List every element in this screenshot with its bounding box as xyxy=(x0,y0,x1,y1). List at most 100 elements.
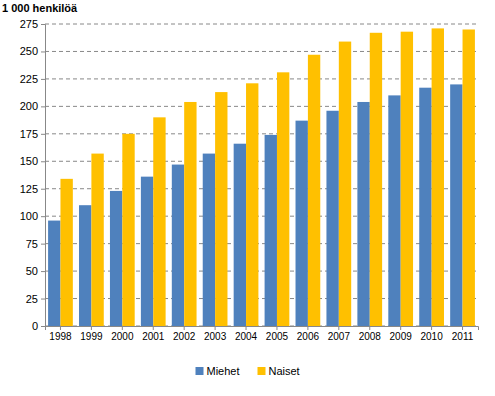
tick-mark xyxy=(122,326,123,330)
bar xyxy=(370,33,382,326)
bar xyxy=(326,111,338,326)
tick-label: 2002 xyxy=(173,331,196,342)
tick-label: 250 xyxy=(20,45,38,57)
tick: 2005 xyxy=(266,326,289,342)
tick: 2002 xyxy=(173,326,196,342)
tick: 1999 xyxy=(80,326,103,342)
axis-line xyxy=(41,25,46,327)
bar xyxy=(432,28,444,326)
x-axis: 1998 1999 2000 2001 2002 2003 2004 2005 2006 2007… xyxy=(46,326,479,342)
tick: 2003 xyxy=(204,326,227,342)
bar xyxy=(296,121,308,326)
bar xyxy=(79,205,91,326)
tick: 250 xyxy=(20,45,45,57)
tick: 25 xyxy=(26,293,45,305)
tick: 2011 xyxy=(452,326,474,342)
tick: 1998 xyxy=(49,326,72,342)
tick-mark xyxy=(246,326,247,330)
bar xyxy=(215,92,227,326)
tick-mark xyxy=(215,326,216,330)
tick-label: 2001 xyxy=(142,331,165,342)
tick-label: 2004 xyxy=(235,331,258,342)
legend-swatch xyxy=(258,367,266,375)
tick-label: 2011 xyxy=(452,331,474,342)
bar xyxy=(141,177,153,326)
tick-label: 125 xyxy=(20,183,38,195)
bar xyxy=(401,32,413,326)
tick-mark xyxy=(91,326,92,330)
tick: 50 xyxy=(26,265,45,277)
bar xyxy=(153,117,165,326)
bar xyxy=(246,83,258,326)
tick: 2008 xyxy=(359,326,382,342)
bar xyxy=(60,179,72,326)
tick-mark xyxy=(41,244,45,245)
tick-label: 2000 xyxy=(111,331,134,342)
tick: 2006 xyxy=(297,326,320,342)
tick-label: 0 xyxy=(32,320,38,332)
tick: 2009 xyxy=(390,326,413,342)
bar xyxy=(184,102,196,326)
legend-swatch xyxy=(196,367,204,375)
tick-label: 2010 xyxy=(420,331,443,342)
plot: 0255075100125150175200225250275199819992… xyxy=(20,18,479,342)
tick: 225 xyxy=(20,73,45,85)
bar xyxy=(110,191,122,326)
bar xyxy=(203,154,215,326)
bar xyxy=(339,42,351,326)
tick: 2000 xyxy=(111,326,134,342)
tick-mark xyxy=(41,106,45,107)
chart: 0255075100125150175200225250275199819992… xyxy=(0,0,495,396)
tick-mark xyxy=(276,326,277,330)
tick: 2010 xyxy=(420,326,443,342)
tick-label: 275 xyxy=(20,18,38,30)
axis-line xyxy=(46,327,479,331)
tick-mark xyxy=(41,134,45,135)
tick-mark xyxy=(369,326,370,330)
tick-mark xyxy=(338,326,339,330)
tick: 2001 xyxy=(142,326,165,342)
bars xyxy=(48,28,475,326)
tick-mark xyxy=(462,326,463,330)
tick-mark xyxy=(307,326,308,330)
tick-label: 2009 xyxy=(390,331,413,342)
tick-mark xyxy=(431,326,432,330)
legend-item: Miehet xyxy=(196,365,240,377)
tick-label: 225 xyxy=(20,73,38,85)
tick-mark xyxy=(400,326,401,330)
tick-mark xyxy=(41,189,45,190)
bar xyxy=(172,165,184,326)
tick-label: 2008 xyxy=(359,331,382,342)
bar xyxy=(234,144,246,326)
tick-mark xyxy=(41,51,45,52)
tick: 125 xyxy=(20,183,45,195)
bar xyxy=(450,84,462,326)
tick-mark xyxy=(41,299,45,300)
bar xyxy=(122,134,134,326)
series xyxy=(60,28,474,326)
tick-mark xyxy=(41,326,45,327)
tick-label: 2007 xyxy=(328,331,351,342)
tick-label: 25 xyxy=(26,293,38,305)
bar xyxy=(419,88,431,326)
bar xyxy=(357,102,369,326)
tick-label: 1998 xyxy=(49,331,72,342)
bar xyxy=(388,95,400,326)
tick-mark xyxy=(184,326,185,330)
tick-label: 1999 xyxy=(80,331,103,342)
legend-item: Naiset xyxy=(258,365,300,377)
bar xyxy=(91,154,103,326)
tick-label: 50 xyxy=(26,265,38,277)
tick-mark xyxy=(41,79,45,80)
tick-mark xyxy=(41,271,45,272)
tick: 150 xyxy=(20,155,45,167)
tick-label: 200 xyxy=(20,100,38,112)
tick-mark xyxy=(153,326,154,330)
bar xyxy=(308,55,320,326)
legend: Miehet Naiset xyxy=(196,365,300,377)
tick: 275 xyxy=(20,18,45,30)
tick-label: 2005 xyxy=(266,331,289,342)
tick: 100 xyxy=(20,210,45,222)
tick-mark xyxy=(41,161,45,162)
tick: 2004 xyxy=(235,326,258,342)
